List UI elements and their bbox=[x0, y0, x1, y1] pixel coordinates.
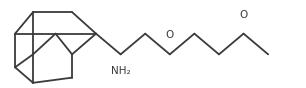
Text: NH₂: NH₂ bbox=[111, 66, 130, 76]
Text: O: O bbox=[166, 30, 174, 40]
Text: O: O bbox=[239, 10, 248, 20]
